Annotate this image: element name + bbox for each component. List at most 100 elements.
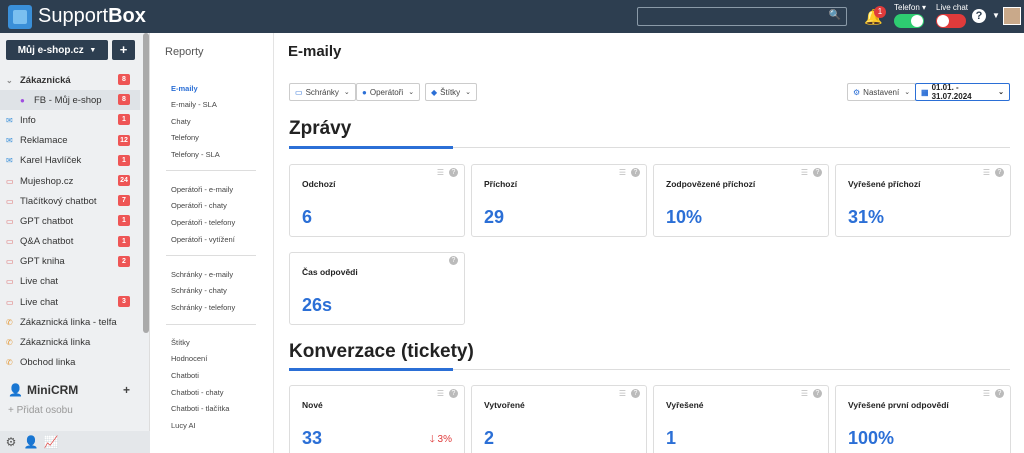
nav-chatbots[interactable]: Chatboti	[171, 371, 199, 380]
list-icon[interactable]: ☰	[800, 168, 808, 177]
chat-icon: ▭	[6, 237, 14, 247]
sidebar-item-obchod-linka[interactable]: ✆ Obchod linka	[0, 353, 140, 373]
nav-tags[interactable]: Štítky	[171, 338, 190, 347]
nav-ratings[interactable]: Hodnocení	[171, 354, 208, 363]
list-icon[interactable]: ☰	[982, 389, 990, 398]
messenger-icon: ●	[20, 95, 25, 105]
mail-icon: ✉	[6, 136, 13, 146]
help-icon[interactable]: ?	[449, 389, 458, 398]
nav-chats[interactable]: Chaty	[171, 117, 191, 126]
gear-icon[interactable]: ⚙	[5, 435, 17, 449]
person-icon[interactable]: 👤	[23, 435, 39, 449]
section-accent	[289, 146, 453, 149]
sidebar-item-tlacitkovy[interactable]: ▭ Tlačítkový chatbot 7	[0, 191, 140, 211]
stat-value: 29	[484, 207, 505, 227]
sidebar-item-label: Live chat	[20, 276, 59, 288]
help-icon[interactable]: ?	[995, 168, 1004, 177]
stat-value: 31%	[848, 207, 885, 227]
stat-value: 26s	[302, 295, 333, 315]
sidebar-item-reklamace[interactable]: ✉ Reklamace 12	[0, 131, 140, 151]
list-icon[interactable]: ☰	[618, 168, 626, 177]
nav-phones-sla[interactable]: Telefony - SLA	[171, 150, 220, 159]
sidebar-item-live-chat-2[interactable]: ▭ Live chat 3	[0, 292, 140, 312]
tag-icon: ◆	[431, 87, 438, 97]
avatar[interactable]	[1003, 7, 1021, 25]
settings-filter[interactable]: ⚙ Nastavení ⌄	[847, 83, 917, 101]
sidebar-item-label: Obchod linka	[20, 357, 76, 369]
filter-label: Štítky	[440, 87, 461, 97]
tags-filter[interactable]: ◆ Štítky ⌄	[425, 83, 478, 101]
page-title: E-maily	[288, 43, 342, 60]
sidebar-item-label: Zákaznická	[20, 74, 71, 86]
sidebar-item-fb[interactable]: ● FB - Můj e-shop 8	[0, 90, 140, 111]
add-person-link[interactable]: + Přidat osobu	[8, 405, 73, 416]
list-icon[interactable]: ☰	[800, 389, 808, 398]
nav-lucy-ai[interactable]: Lucy AI	[171, 421, 196, 430]
app-logo[interactable]: SupportBox	[8, 4, 146, 29]
nav-operators-load[interactable]: Operátoři - vytížení	[171, 235, 235, 244]
sidebar-item-label: Zákaznická linka - telfa	[20, 316, 117, 328]
help-icon[interactable]: ?	[631, 389, 640, 398]
help-icon[interactable]: ?	[813, 389, 822, 398]
nav-chatbots-buttons[interactable]: Chatboti - tlačítka	[171, 404, 230, 413]
list-icon[interactable]: ☰	[436, 168, 444, 177]
count-badge: 1	[118, 235, 130, 247]
stat-card-first-response-resolved: ☰? Vyřešené první odpovědí 100%	[835, 385, 1011, 453]
sidebar-item-gpt-chatbot[interactable]: ▭ GPT chatbot 1	[0, 211, 140, 231]
help-icon[interactable]: ?	[995, 389, 1004, 398]
date-range-picker[interactable]: ▦ 01.01. - 31.07.2024 ⌄	[915, 83, 1010, 101]
chevron-down-icon: ⌄	[998, 89, 1004, 96]
help-icon[interactable]: ?	[972, 9, 986, 23]
chart-icon[interactable]: 📈	[43, 435, 59, 449]
nav-mailboxes-phones[interactable]: Schránky - telefony	[171, 303, 236, 312]
stat-label: Vyřešené příchozí	[848, 179, 921, 189]
sidebar-item-label: Live chat	[20, 296, 59, 308]
list-icon[interactable]: ☰	[982, 168, 990, 177]
sidebar-item-mujeshop[interactable]: ▭ Mujeshop.cz 24	[0, 171, 140, 191]
chevron-down-icon[interactable]: ▼	[992, 11, 1000, 20]
nav-operators-chats[interactable]: Operátoři - chaty	[171, 201, 227, 210]
stat-label: Příchozí	[484, 179, 518, 189]
stat-card-response-time: ? Čas odpovědi 26s	[289, 252, 465, 325]
nav-emails-sla[interactable]: E-maily - SLA	[171, 100, 217, 109]
add-button[interactable]: +	[112, 40, 135, 60]
nav-chatbots-chats[interactable]: Chatboti - chaty	[171, 388, 224, 397]
arrow-down-icon: 🡓	[429, 434, 435, 445]
search-input[interactable]: 🔍	[637, 7, 847, 26]
livechat-toggle-group: Live chat	[936, 3, 968, 28]
list-icon[interactable]: ☰	[618, 389, 626, 398]
operators-filter[interactable]: ● Operátoři ⌄	[356, 83, 421, 101]
help-icon[interactable]: ?	[813, 168, 822, 177]
toggle-knob	[911, 15, 923, 27]
help-icon[interactable]: ?	[449, 168, 458, 177]
divider	[166, 324, 256, 325]
stat-card-resolved: ☰? Vyřešené 1	[653, 385, 829, 453]
telefon-label[interactable]: Telefon ▾	[894, 3, 927, 12]
list-icon[interactable]: ☰	[436, 389, 444, 398]
sidebar-item-live-chat-1[interactable]: ▭ Live chat	[0, 272, 140, 292]
sidebar-item-linka[interactable]: ✆ Zákaznická linka	[0, 332, 140, 352]
telefon-toggle[interactable]	[894, 14, 924, 28]
shop-select-button[interactable]: Můj e-shop.cz ▼	[6, 40, 108, 60]
mailboxes-filter[interactable]: ▭ Schránky ⌄	[289, 83, 356, 101]
nav-phones[interactable]: Telefony	[171, 133, 199, 142]
count-badge: 1	[118, 215, 130, 227]
sidebar-item-karel[interactable]: ✉ Karel Havlíček 1	[0, 151, 140, 171]
sidebar-item-zakaznicka[interactable]: ⌄ Zákaznická 8	[0, 70, 140, 90]
minicrm-add-button[interactable]: +	[122, 383, 130, 397]
sidebar-item-linka-telfa[interactable]: ✆ Zákaznická linka - telfa	[0, 312, 140, 332]
help-icon[interactable]: ?	[631, 168, 640, 177]
nav-mailboxes-chats[interactable]: Schránky - chaty	[171, 286, 227, 295]
sidebar-item-label: GPT kniha	[20, 256, 65, 268]
help-icon[interactable]: ?	[449, 256, 458, 265]
nav-emails[interactable]: E-maily	[171, 84, 198, 93]
sidebar-scrollbar[interactable]	[143, 33, 149, 333]
sidebar-item-qa-chatbot[interactable]: ▭ Q&A chatbot 1	[0, 232, 140, 252]
sidebar-item-gpt-kniha[interactable]: ▭ GPT kniha 2	[0, 252, 140, 272]
sidebar-item-info[interactable]: ✉ Info 1	[0, 110, 140, 130]
nav-mailboxes-emails[interactable]: Schránky - e-maily	[171, 270, 234, 279]
nav-operators-emails[interactable]: Operátoři - e-maily	[171, 185, 234, 194]
livechat-toggle[interactable]	[936, 14, 966, 28]
section-accent	[289, 368, 453, 371]
nav-operators-phones[interactable]: Operátoři - telefony	[171, 218, 236, 227]
